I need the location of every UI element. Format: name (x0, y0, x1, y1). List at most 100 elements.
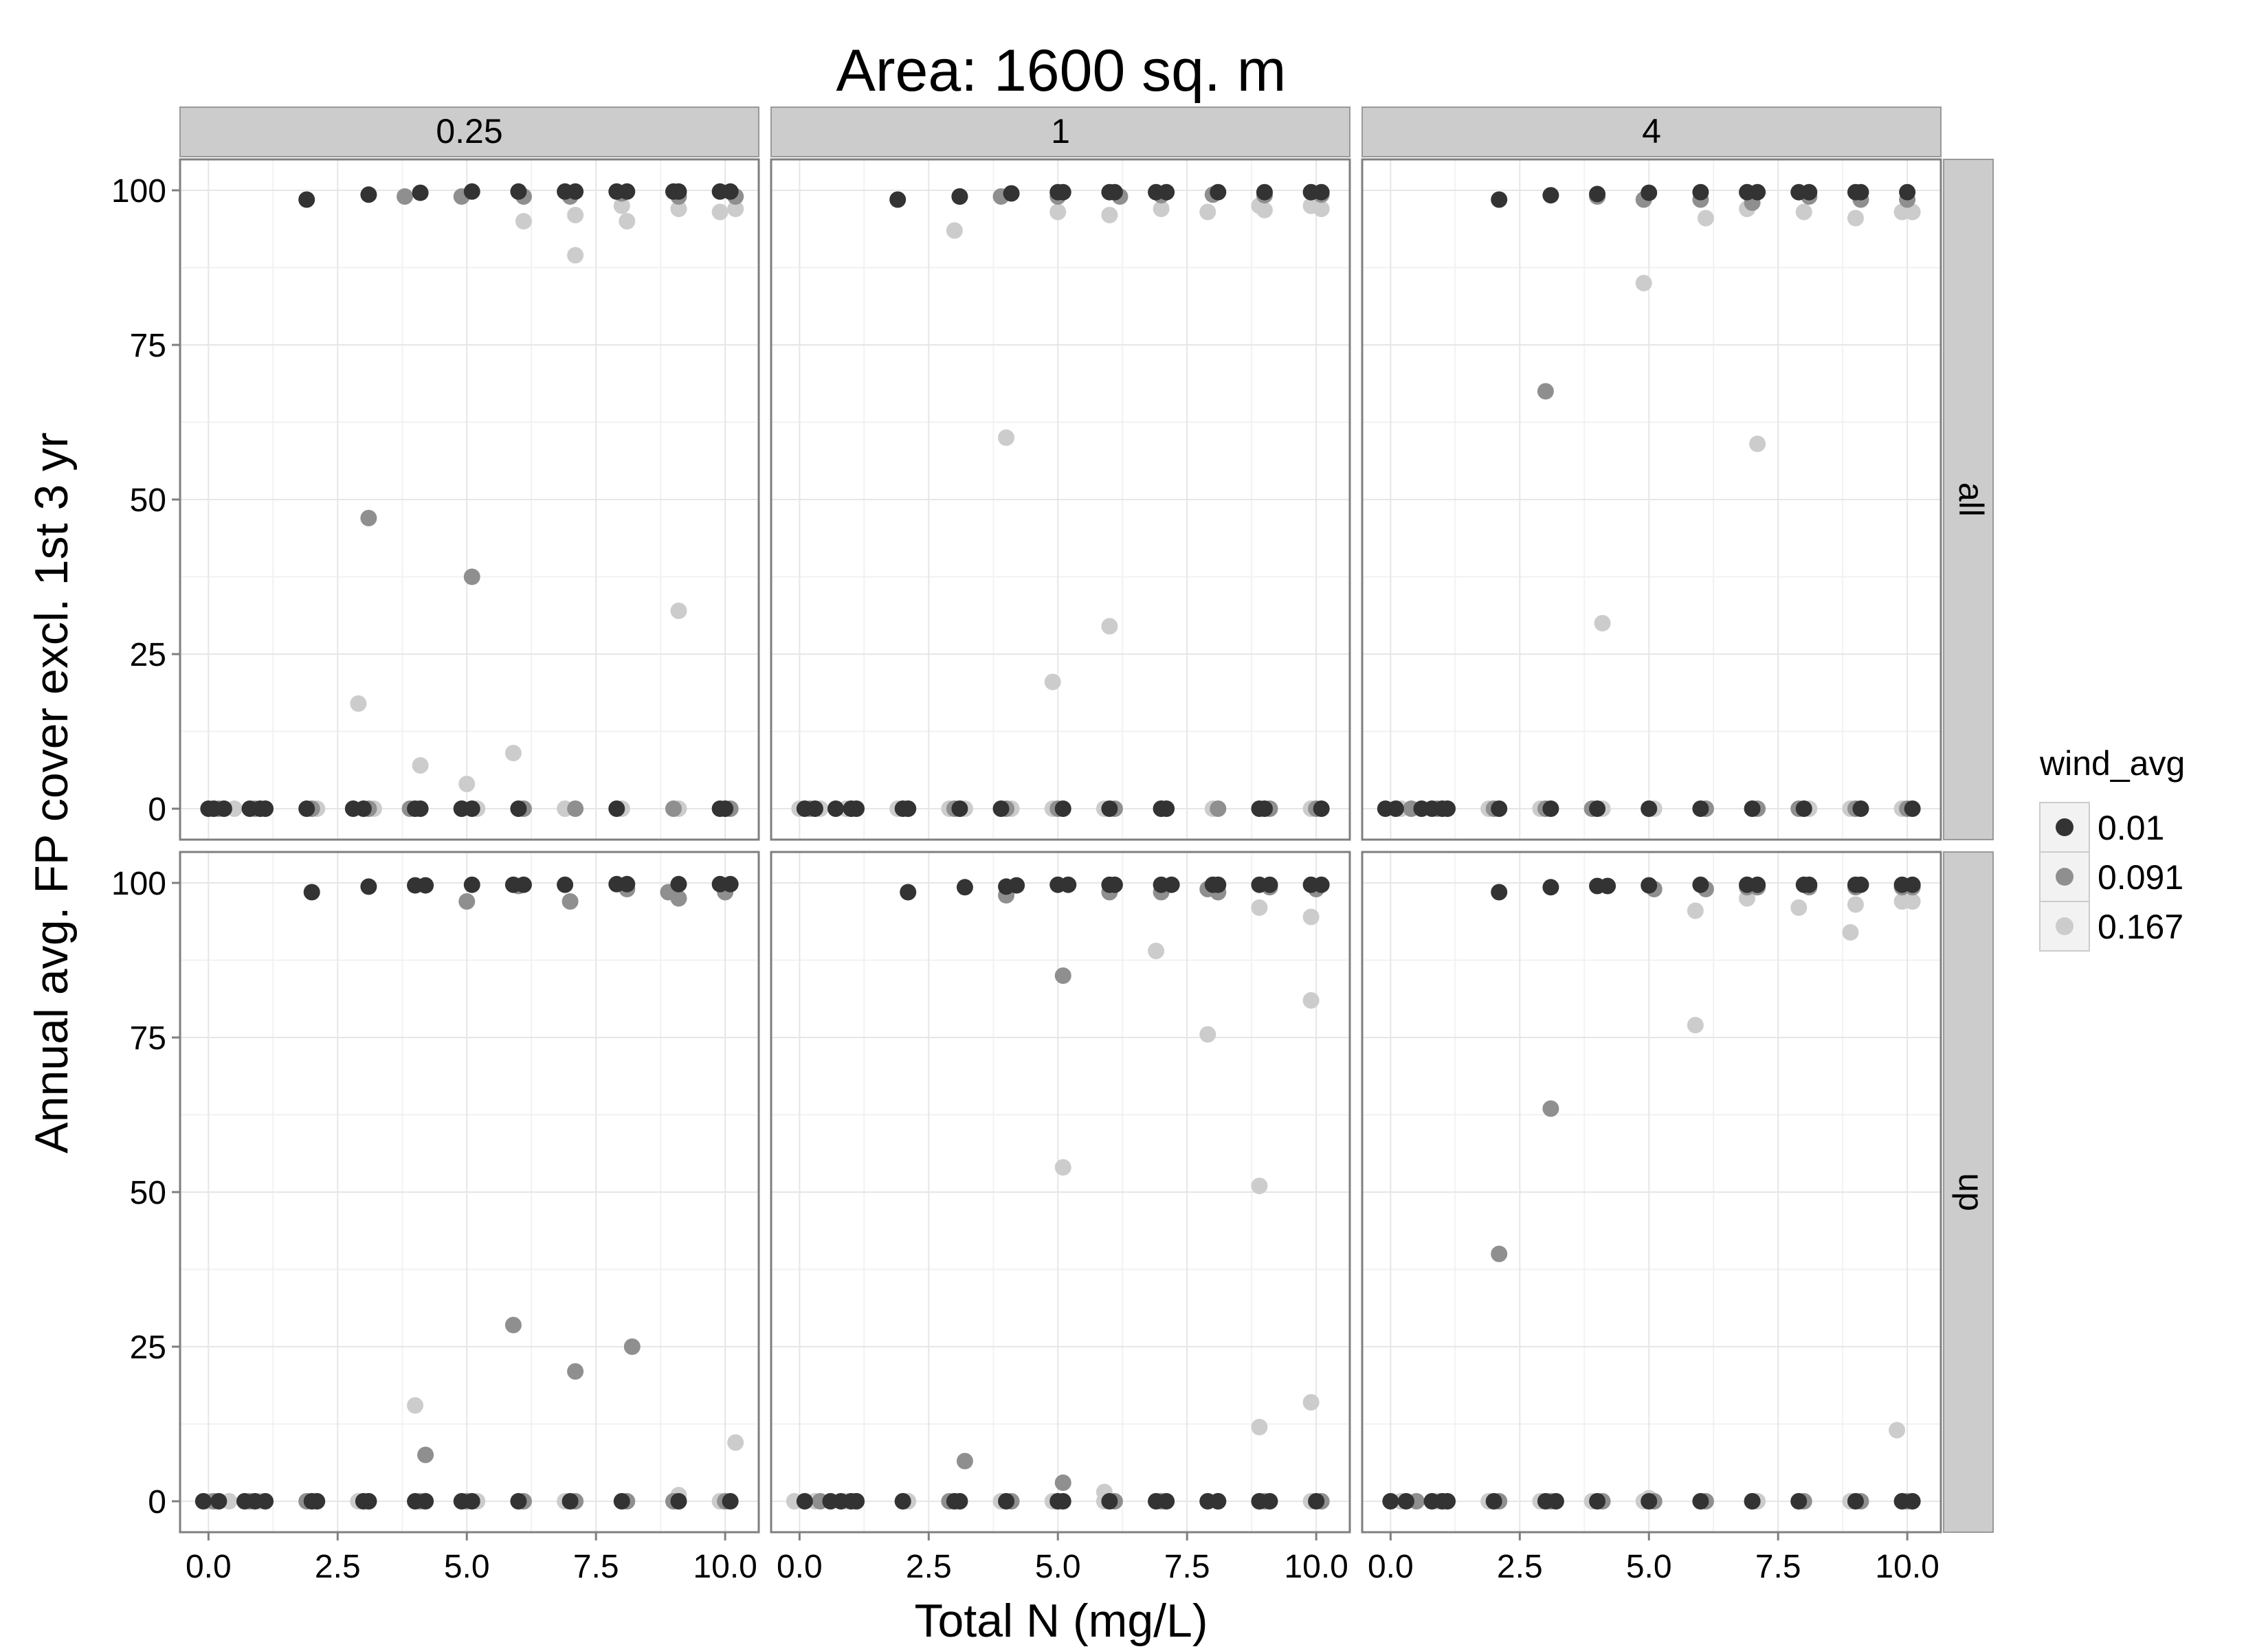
data-point-wind-0-167 (613, 197, 630, 214)
facet-strip-up (1943, 851, 1994, 1533)
data-point-wind-0-01 (412, 184, 429, 201)
data-point-wind-0-01 (360, 1493, 377, 1510)
x-tick-label: 0.0 (1368, 1549, 1414, 1585)
data-point-wind-0-01 (567, 183, 584, 200)
data-point-wind-0-01 (1749, 183, 1766, 201)
data-point-wind-0-01 (848, 800, 865, 817)
data-point-wind-0-167 (1199, 203, 1216, 221)
x-axis-title: Total N (mg/L) (915, 1595, 1208, 1647)
data-point-wind-0-01 (463, 876, 480, 893)
y-tick-label: 100 (111, 866, 166, 902)
y-tick-label: 25 (130, 1330, 166, 1366)
data-point-wind-0-01 (298, 800, 315, 817)
legend-label-0-01: 0.01 (2098, 809, 2164, 847)
data-point-wind-0-091 (1210, 800, 1227, 817)
data-point-wind-0-01 (463, 183, 480, 200)
data-point-wind-0-01 (613, 1493, 630, 1510)
data-point-wind-0-01 (1008, 877, 1025, 894)
data-point-wind-0-091 (504, 1316, 522, 1334)
data-point-wind-0-01 (1589, 1493, 1606, 1510)
data-point-wind-0-01 (1163, 876, 1180, 893)
x-tick-label: 10.0 (1875, 1549, 1939, 1585)
data-point-wind-0-167 (1199, 1026, 1216, 1043)
data-point-wind-0-01 (889, 191, 907, 208)
data-point-wind-0-01 (1795, 800, 1812, 817)
legend-swatch-0-091 (2056, 868, 2074, 886)
data-point-wind-0-01 (722, 1493, 739, 1510)
data-point-wind-0-01 (1261, 1493, 1278, 1510)
data-point-wind-0-01 (1210, 876, 1227, 893)
data-point-wind-0-167 (1687, 902, 1704, 919)
data-point-wind-0-01 (1852, 183, 1869, 201)
data-point-wind-0-01 (1387, 800, 1404, 817)
data-point-wind-0-167 (1904, 893, 1921, 910)
data-point-wind-0-091 (567, 800, 584, 817)
data-point-wind-0-01 (1054, 183, 1071, 201)
data-point-wind-0-167 (1251, 1419, 1268, 1435)
data-point-wind-0-167 (1889, 1422, 1906, 1439)
facet-strip-label-all: all (1952, 482, 1990, 517)
data-point-wind-0-01 (796, 1493, 813, 1510)
data-point-wind-0-01 (515, 876, 532, 893)
data-point-wind-0-167 (619, 213, 636, 229)
data-point-wind-0-167 (1153, 201, 1170, 217)
data-point-wind-0-01 (1101, 1493, 1118, 1510)
facet-strip-label-1: 1 (1051, 112, 1070, 150)
data-point-wind-0-01 (1210, 183, 1227, 201)
facet-strip-label-up: up (1952, 1173, 1990, 1211)
data-point-wind-0-091 (1054, 967, 1071, 984)
data-point-wind-0-01 (1210, 1493, 1227, 1510)
data-point-wind-0-167 (711, 203, 729, 221)
data-point-wind-0-01 (670, 1493, 687, 1510)
data-point-wind-0-01 (1439, 800, 1456, 817)
data-point-wind-0-167 (1635, 275, 1652, 291)
data-point-wind-0-091 (397, 188, 414, 205)
data-point-wind-0-01 (1641, 800, 1658, 817)
data-point-wind-0-01 (1158, 1493, 1175, 1510)
data-point-wind-0-01 (998, 1493, 1015, 1510)
data-point-wind-0-01 (1547, 1493, 1564, 1510)
panels-layer: 0.25 1 4 all up 0 25 50 75 100 0 25 50 75 100 0.0 2.5 5.0… (111, 106, 1994, 1585)
data-point-wind-0-01 (417, 1493, 434, 1510)
data-point-wind-0-167 (998, 429, 1015, 446)
data-point-wind-0-01 (1847, 1493, 1864, 1510)
data-point-wind-0-01 (1692, 183, 1709, 201)
data-point-wind-0-091 (567, 1363, 584, 1380)
y-tick-label: 100 (111, 173, 166, 210)
data-point-wind-0-01 (1101, 800, 1118, 817)
data-point-wind-0-091 (1542, 1100, 1559, 1117)
data-point-wind-0-01 (1641, 184, 1658, 201)
data-point-wind-0-167 (458, 776, 476, 792)
data-point-wind-0-167 (946, 222, 963, 239)
y-tick-label: 25 (130, 637, 166, 673)
data-point-wind-0-01 (215, 800, 232, 817)
data-point-wind-0-01 (1261, 876, 1278, 893)
data-point-wind-0-167 (1313, 201, 1330, 217)
data-point-wind-0-167 (1044, 673, 1061, 691)
data-point-wind-0-01 (298, 191, 315, 208)
data-point-wind-0-01 (1899, 183, 1916, 201)
data-point-wind-0-167 (1302, 908, 1320, 926)
x-tick-label: 0.0 (186, 1549, 232, 1585)
data-point-wind-0-01 (1744, 1493, 1761, 1510)
data-point-wind-0-01 (1060, 876, 1077, 893)
y-tick-label: 75 (130, 1020, 166, 1057)
data-point-wind-0-01 (722, 875, 739, 893)
data-point-wind-0-01 (1382, 1493, 1399, 1510)
data-point-wind-0-01 (463, 800, 480, 817)
data-point-wind-0-01 (1852, 876, 1869, 893)
data-point-wind-0-01 (1790, 1493, 1808, 1510)
data-point-wind-0-167 (1251, 899, 1268, 916)
x-tick-label: 2.5 (315, 1549, 361, 1585)
data-point-wind-0-167 (1256, 201, 1273, 218)
data-point-wind-0-01 (360, 186, 377, 203)
data-point-wind-0-01 (900, 800, 917, 817)
data-point-wind-0-01 (1749, 876, 1766, 893)
legend-label-0-167: 0.167 (2098, 908, 2183, 946)
data-point-wind-0-167 (1251, 1178, 1268, 1194)
data-point-wind-0-01 (956, 879, 973, 896)
data-point-wind-0-01 (1589, 186, 1606, 203)
data-point-wind-0-01 (1744, 800, 1761, 817)
x-tick-label: 7.5 (1755, 1549, 1801, 1585)
